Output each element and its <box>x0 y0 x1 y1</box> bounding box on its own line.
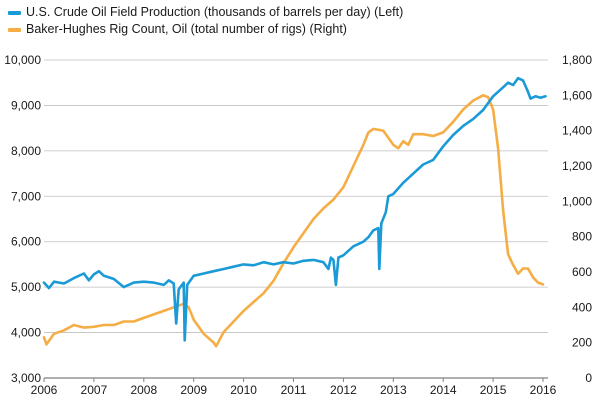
legend-label-production: U.S. Crude Oil Field Production (thousan… <box>26 5 404 19</box>
x-axis-ticks: 2006 2007 2008 2009 2010 2011 2012 2013 2014 2015… <box>31 378 557 397</box>
x-tick-label: 2016 <box>530 383 557 397</box>
legend-swatch-rig-count <box>8 27 21 32</box>
left-tick-label: 6,000 <box>11 235 41 249</box>
right-tick-label: 1,800 <box>562 53 592 67</box>
series-line-production <box>42 76 547 342</box>
right-tick-label: 1,000 <box>562 194 592 208</box>
left-tick-label: 4,000 <box>11 326 41 340</box>
x-tick-label: 2008 <box>130 383 157 397</box>
x-tick-label: 2010 <box>230 383 257 397</box>
x-tick-label: 2013 <box>380 383 407 397</box>
x-tick-label: 2012 <box>330 383 357 397</box>
x-tick-label: 2011 <box>281 383 307 397</box>
legend: U.S. Crude Oil Field Production (thousan… <box>8 4 403 38</box>
left-tick-label: 5,000 <box>11 280 41 294</box>
legend-label-rig-count: Baker-Hughes Rig Count, Oil (total numbe… <box>26 22 347 36</box>
right-tick-label: 1,200 <box>562 159 592 173</box>
series-layer <box>42 76 547 348</box>
x-tick-label: 2015 <box>480 383 507 397</box>
left-tick-label: 3,000 <box>11 371 41 385</box>
right-tick-label: 600 <box>572 265 592 279</box>
legend-item-production: U.S. Crude Oil Field Production (thousan… <box>8 4 403 21</box>
left-tick-label: 10,000 <box>4 53 41 67</box>
x-tick-label: 2009 <box>180 383 207 397</box>
left-tick-label: 9,000 <box>11 98 41 112</box>
x-tick-label: 2007 <box>81 383 108 397</box>
left-tick-label: 8,000 <box>11 144 41 158</box>
legend-item-rig-count: Baker-Hughes Rig Count, Oil (total numbe… <box>8 21 403 38</box>
x-tick-label: 2006 <box>31 383 58 397</box>
left-axis-ticks: 3,000 4,000 5,000 6,000 7,000 8,000 9,000 10,00… <box>4 53 41 385</box>
series-line-rig-count <box>42 94 545 348</box>
x-tick-label: 2014 <box>430 383 457 397</box>
right-tick-label: 1,600 <box>562 88 592 102</box>
legend-swatch-production <box>8 10 21 15</box>
left-tick-label: 7,000 <box>11 189 41 203</box>
right-tick-label: 1,400 <box>562 124 592 138</box>
right-tick-label: 200 <box>572 336 592 350</box>
right-tick-label: 400 <box>572 300 592 314</box>
right-tick-label: 800 <box>572 230 592 244</box>
right-tick-label: 0 <box>585 371 592 385</box>
right-axis-ticks: 0 200 400 600 800 1,000 1,200 1,400 1,600 1,800 <box>562 53 592 385</box>
